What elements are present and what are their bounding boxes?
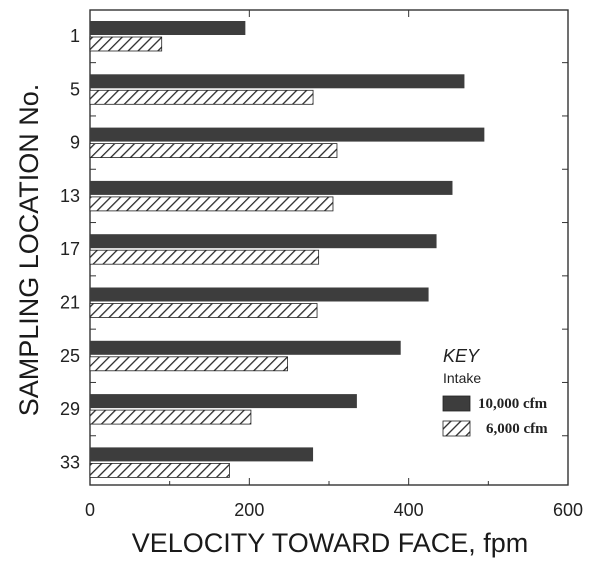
legend-swatch-hatched <box>442 420 471 437</box>
bar-10000cfm-loc-9 <box>90 127 485 142</box>
bar-6000cfm-loc-5 <box>89 89 314 105</box>
bar-6000cfm-loc-13 <box>89 196 334 212</box>
bar-6000cfm-loc-29 <box>89 409 252 425</box>
x-tick-label: 400 <box>394 500 424 520</box>
bar-6000cfm-loc-21 <box>89 303 318 318</box>
bar-10000cfm-loc-25 <box>90 340 401 355</box>
legend-subtitle: Intake <box>443 370 481 386</box>
y-tick-label: 1 <box>70 26 80 46</box>
x-tick-label: 200 <box>234 500 264 520</box>
legend-label-hatched: 6,000 cfm <box>486 421 548 437</box>
bar-6000cfm-loc-33 <box>89 462 230 478</box>
legend: KEY Intake 10,000 cfm 6,000 cfm <box>442 346 548 437</box>
y-tick-label: 9 <box>70 133 80 153</box>
x-ticks: 0 200 400 600 <box>85 10 583 520</box>
legend-swatch-solid <box>442 395 471 412</box>
bar-10000cfm-loc-33 <box>90 447 314 462</box>
bar-6000cfm-loc-25 <box>89 356 288 372</box>
bar-10000cfm-loc-21 <box>90 287 429 302</box>
bar-10000cfm-loc-13 <box>90 180 453 195</box>
legend-label-solid: 10,000 cfm <box>478 396 548 412</box>
bar-6000cfm-loc-9 <box>89 143 338 159</box>
bar-6000cfm-loc-17 <box>89 249 320 265</box>
x-tick-label: 0 <box>85 500 95 520</box>
bar-10000cfm-loc-5 <box>90 74 465 89</box>
legend-title: KEY <box>443 346 481 366</box>
y-tick-label: 13 <box>60 186 80 206</box>
bar-6000cfm-loc-1 <box>89 36 163 52</box>
y-axis-title: SAMPLING LOCATION No. <box>14 84 44 417</box>
y-tick-label: 5 <box>70 79 80 99</box>
y-tick-label: 33 <box>60 452 80 472</box>
bar-10000cfm-loc-1 <box>90 21 246 35</box>
y-tick-label: 17 <box>60 239 80 259</box>
bars-group <box>89 21 485 478</box>
y-tick-label: 21 <box>60 293 80 313</box>
y-tick-label: 25 <box>60 346 80 366</box>
bar-10000cfm-loc-17 <box>90 234 437 249</box>
x-tick-label: 600 <box>553 500 583 520</box>
bar-10000cfm-loc-29 <box>90 394 357 409</box>
x-axis-title: VELOCITY TOWARD FACE, fpm <box>132 528 529 558</box>
y-tick-label: 29 <box>60 399 80 419</box>
y-ticks: 1 5 9 13 17 21 25 29 33 <box>60 26 568 472</box>
